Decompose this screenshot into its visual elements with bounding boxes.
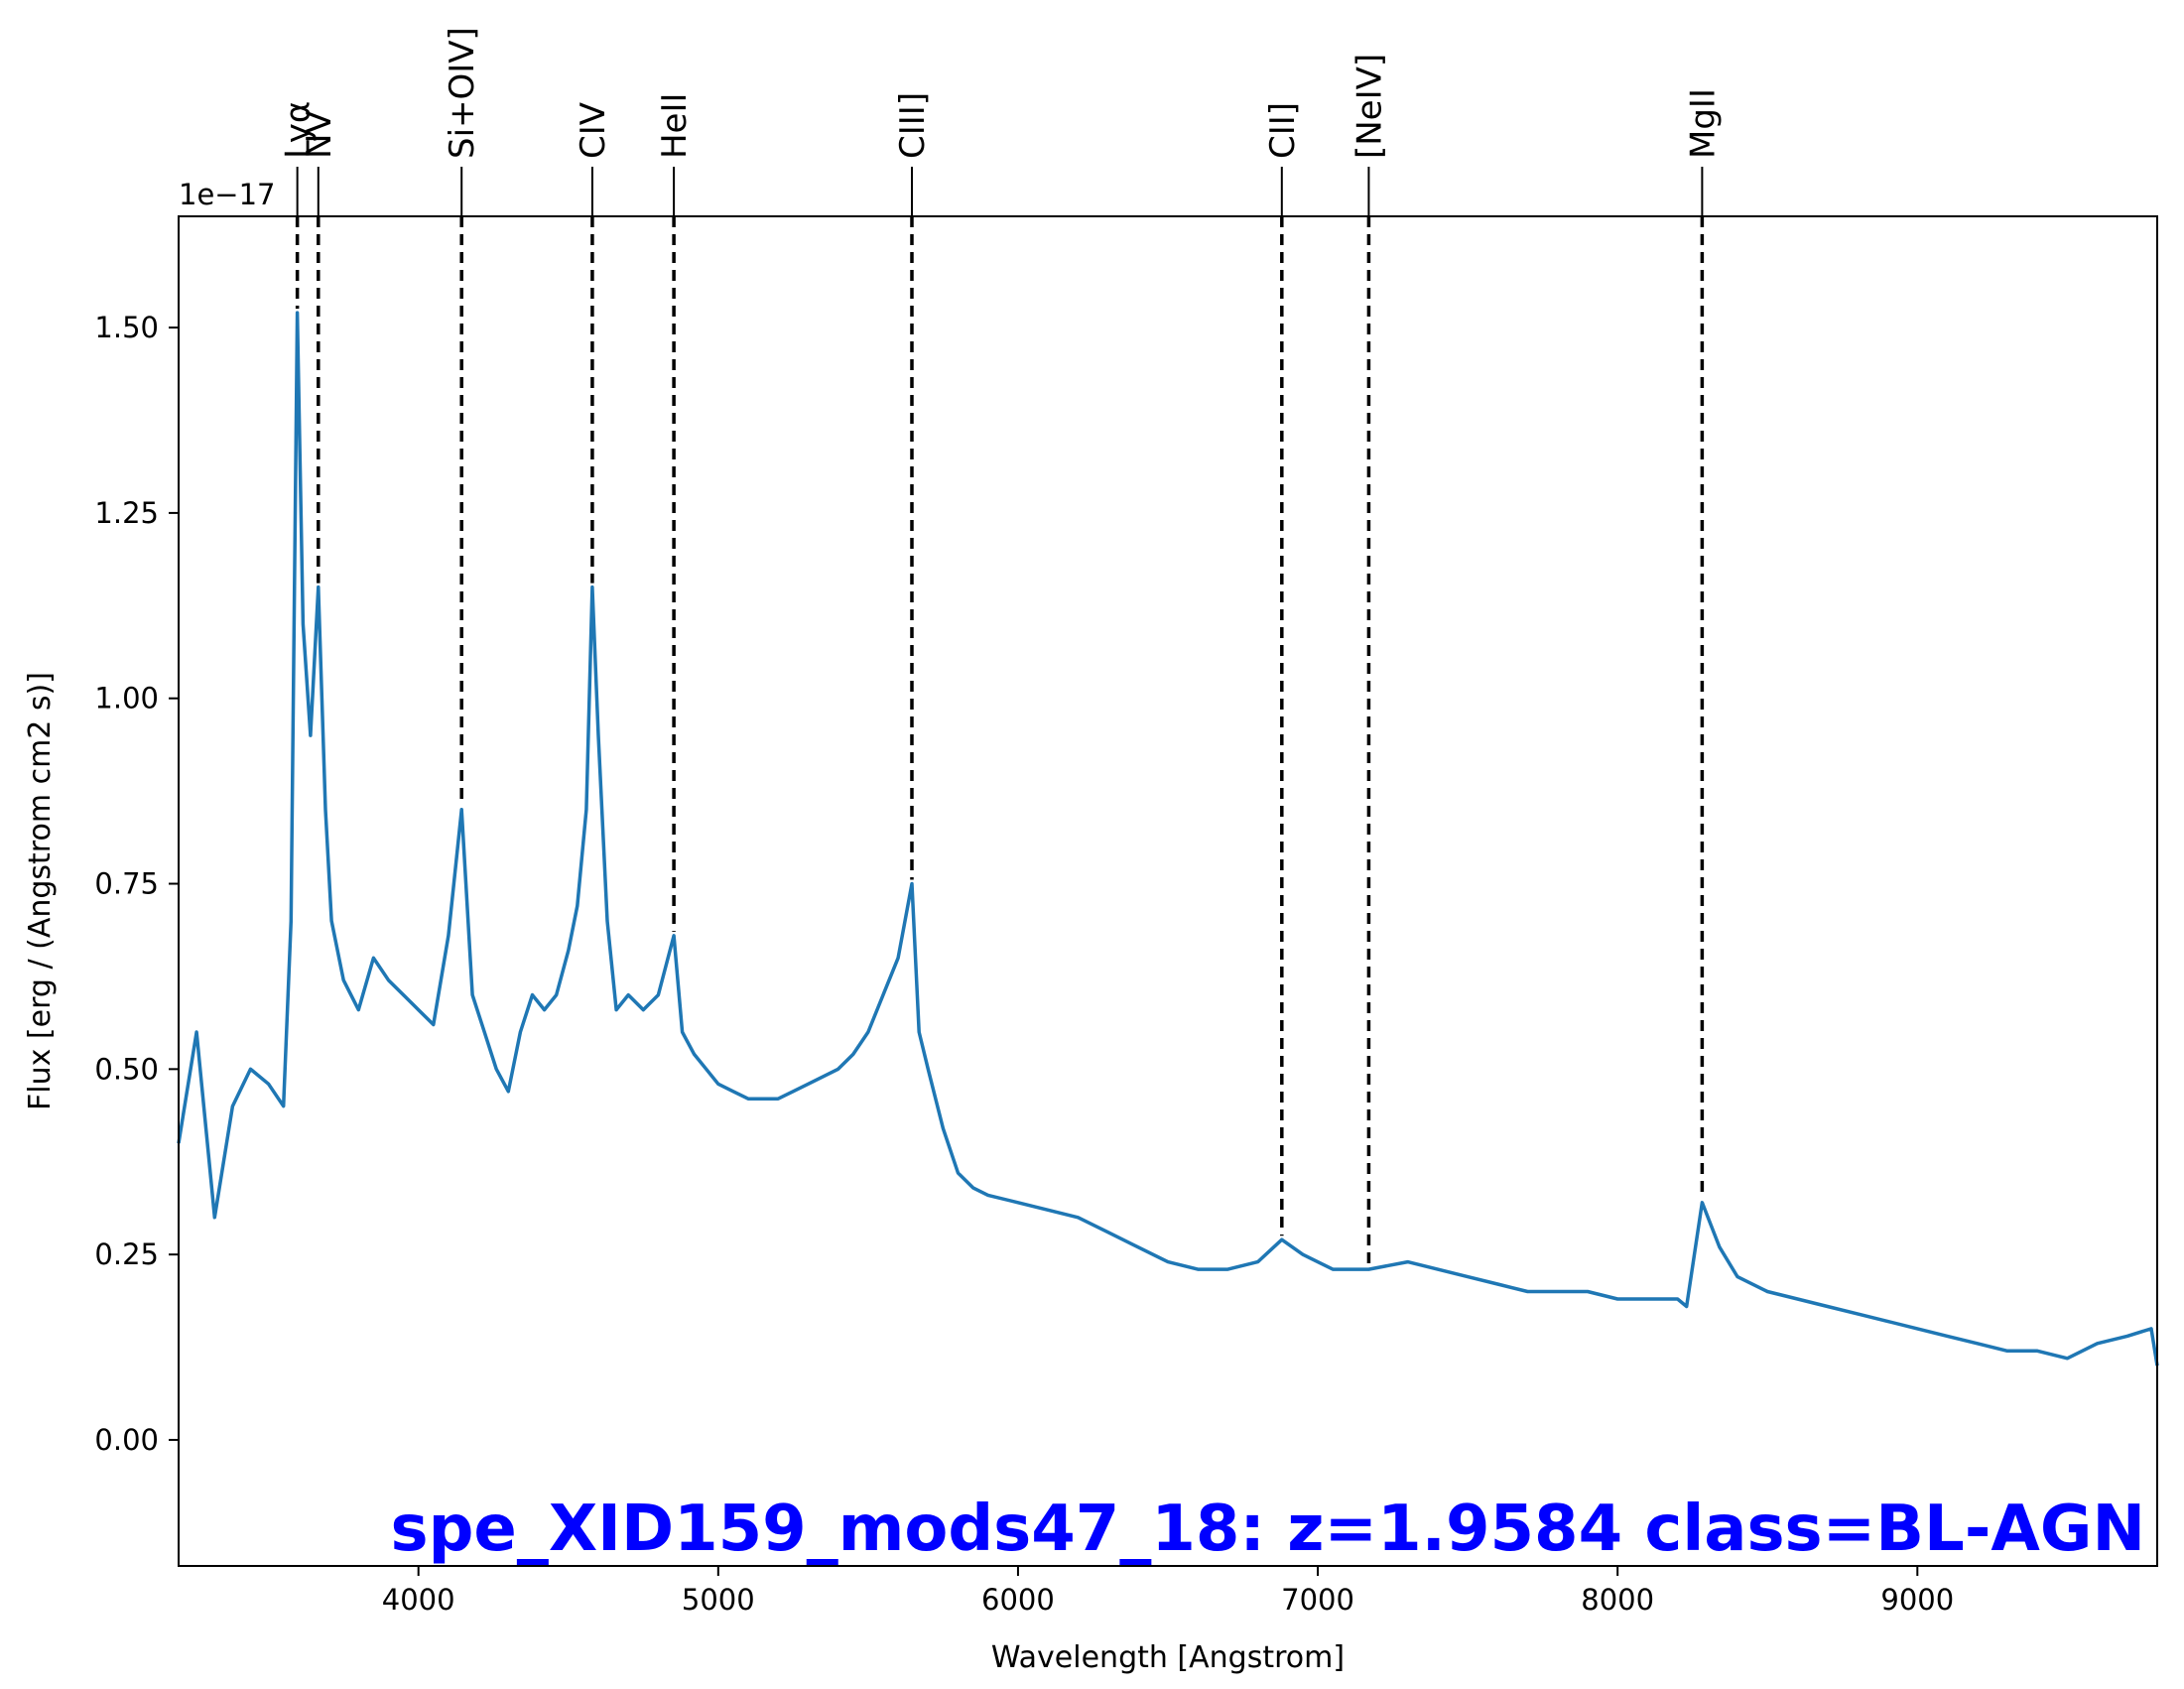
emission-line-label: HeII: [655, 92, 695, 159]
y-tick-label: 0.25: [94, 1237, 159, 1271]
x-tick-label: 7000: [1281, 1583, 1354, 1617]
y-tick-label: 0.00: [94, 1423, 159, 1457]
y-tick-label: 1.25: [94, 496, 159, 530]
y-ticks: 0.00 0.25 0.50 0.75 1.00 1.25 1.50: [94, 311, 179, 1457]
x-tick-label: 5000: [682, 1583, 755, 1617]
series-layer: [177, 311, 2159, 1366]
emission-line-label: NV: [300, 110, 339, 159]
emission-line-label: CIII]: [893, 92, 933, 159]
spectrum-line: [177, 311, 2159, 1366]
y-tick-label: 1.50: [94, 311, 159, 344]
y-tick-label: 1.00: [94, 682, 159, 715]
emission-line-label: MgII: [1683, 88, 1723, 159]
emission-line-label: Lyα: [279, 101, 319, 159]
emission-lines-layer: [295, 216, 1705, 1266]
x-tick-label: 9000: [1880, 1583, 1954, 1617]
emission-line-label: CIV: [574, 102, 613, 159]
x-ticks: 4000 5000 6000 7000 8000 9000: [382, 1566, 1954, 1617]
emission-line-label: CII]: [1263, 102, 1303, 159]
plot-frame: [178, 215, 2158, 1567]
y-tick-label: 0.50: [94, 1052, 159, 1086]
x-tick-label: 8000: [1581, 1583, 1654, 1617]
emission-line-label: Si+OIV]: [443, 27, 482, 159]
y-tick-label: 0.75: [94, 867, 159, 901]
y-axis-label: Flux [erg / (Angstrom cm2 s)]: [23, 672, 58, 1110]
x-tick-label: 4000: [382, 1583, 455, 1617]
chart-title: spe_XID159_mods47_18: z=1.9584 class=BL-…: [391, 1493, 2146, 1566]
emission-line-label: [NeIV]: [1349, 54, 1389, 159]
x-tick-label: 6000: [981, 1583, 1055, 1617]
x-axis-label: Wavelength [Angstrom]: [991, 1640, 1345, 1675]
y-offset-label: 1e−17: [179, 178, 276, 211]
